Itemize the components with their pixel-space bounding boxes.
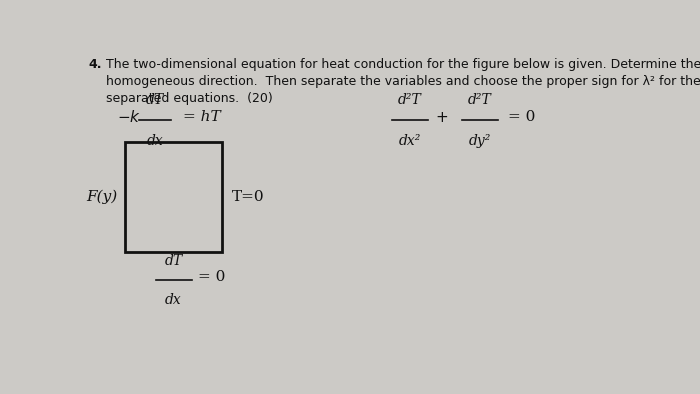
Text: dx²: dx²: [399, 134, 421, 148]
Text: dT: dT: [164, 254, 183, 268]
Text: = 0: = 0: [199, 270, 226, 284]
Text: T=0: T=0: [232, 190, 265, 204]
Text: separated equations.  (20): separated equations. (20): [106, 92, 273, 105]
Text: dx: dx: [146, 134, 163, 148]
Text: homogeneous direction.  Then separate the variables and choose the proper sign f: homogeneous direction. Then separate the…: [106, 75, 700, 88]
Text: dx: dx: [165, 293, 182, 307]
Text: d²T: d²T: [468, 93, 492, 107]
Text: +: +: [435, 110, 449, 125]
Bar: [125, 142, 222, 252]
Text: dy²: dy²: [469, 134, 491, 148]
Text: d²T: d²T: [398, 93, 422, 107]
Text: The two-dimensional equation for heat conduction for the figure below is given. : The two-dimensional equation for heat co…: [106, 58, 700, 71]
Text: $-k$: $-k$: [117, 109, 141, 125]
Text: F(y): F(y): [85, 190, 117, 204]
Text: 4.: 4.: [88, 58, 102, 71]
Text: = 0: = 0: [508, 110, 536, 124]
Text: = hT: = hT: [183, 110, 220, 124]
Text: dT: dT: [146, 93, 164, 107]
